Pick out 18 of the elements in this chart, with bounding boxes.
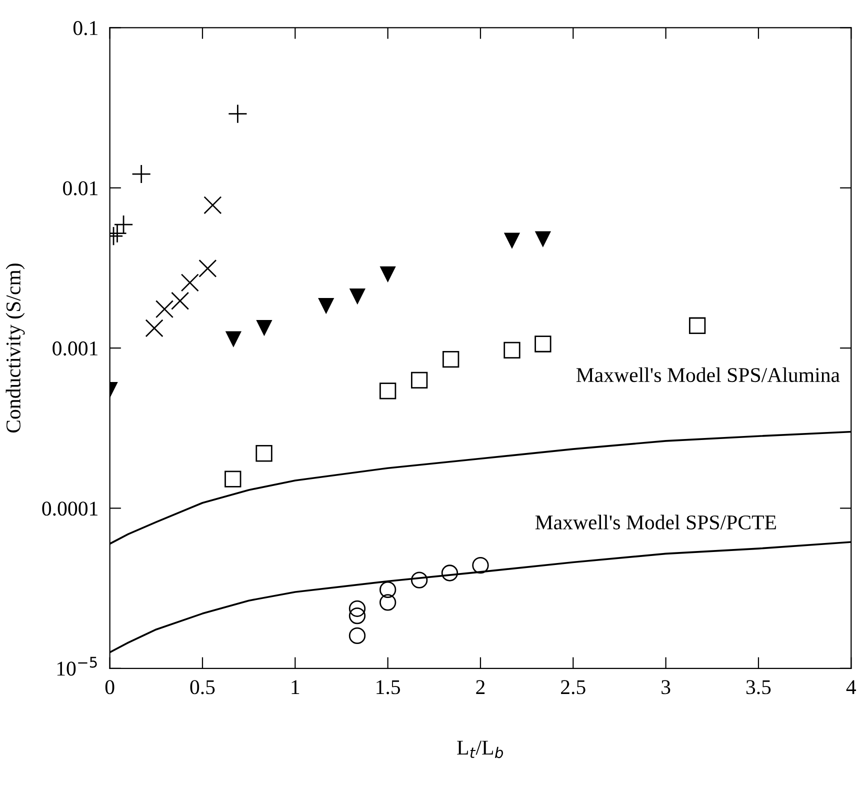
y-tick-label: 0.01: [63, 181, 98, 196]
y-axis-title: Conductivity (S/cm): [6, 264, 25, 433]
x-tick-label: 0: [105, 680, 114, 694]
x-tick-label: 0.5: [190, 680, 215, 694]
x-tick-label: 1.5: [376, 680, 400, 694]
x-axis-title: L$_{t}$/L$_{b}$: [457, 740, 504, 758]
y-tick-label: 0.1: [73, 21, 98, 36]
x-tick-label: 3: [662, 680, 670, 694]
x-tick-label: 1: [292, 680, 300, 694]
y-tick-label: 0.0001: [42, 502, 98, 516]
y-tick-label: 10$^{−5}$: [57, 656, 97, 676]
x-tick-label: 2: [476, 680, 485, 694]
y-tick-label: 0.001: [52, 341, 98, 356]
annotation: Maxwell's Model SPS/Alumina: [576, 367, 840, 382]
x-tick-label: 2.5: [561, 680, 586, 694]
x-tick-label: 3.5: [746, 680, 771, 694]
x-tick-label: 4: [846, 680, 856, 694]
annotation: Maxwell's Model SPS/PCTE: [535, 514, 776, 530]
